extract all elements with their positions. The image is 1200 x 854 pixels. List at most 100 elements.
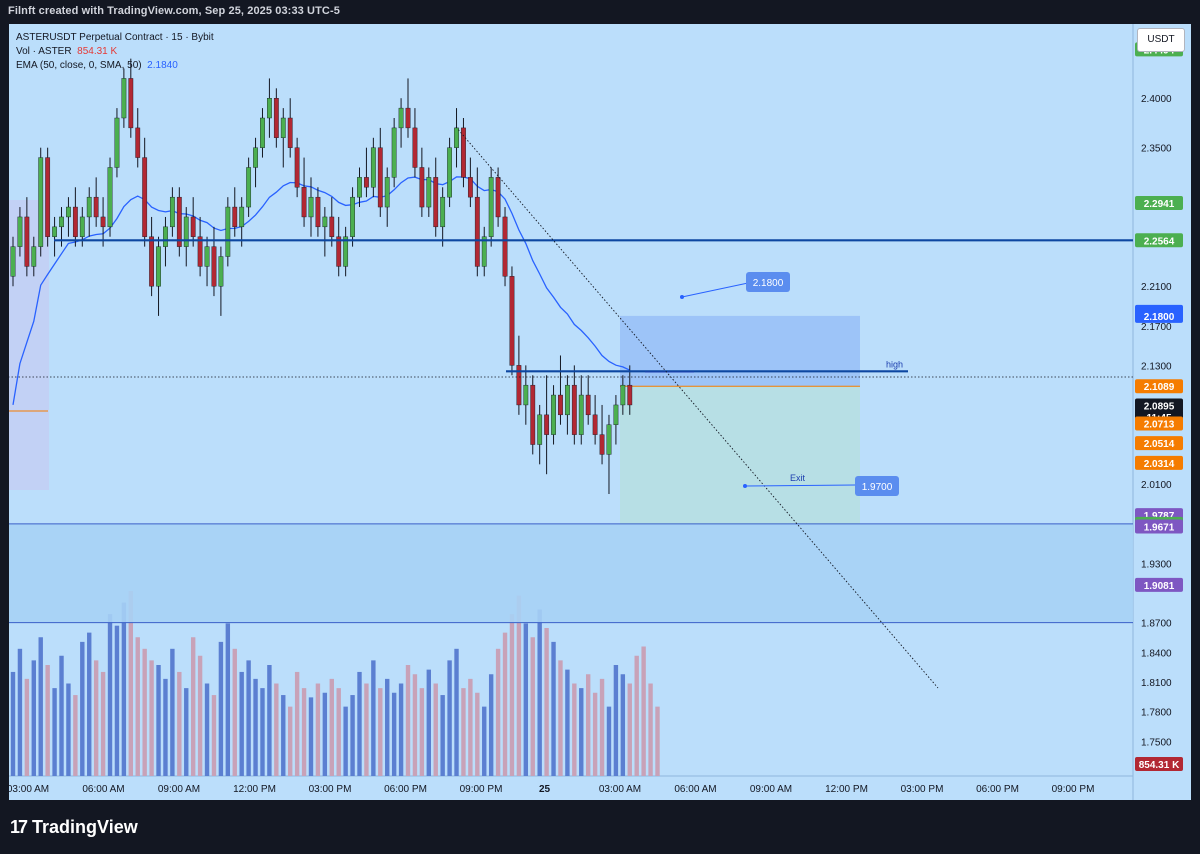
stop-zone [620, 386, 860, 524]
time-tick-label: 06:00 AM [82, 784, 124, 795]
price-badge [1135, 233, 1183, 248]
header-title: Filnft created with TradingView.com, Sep… [8, 5, 340, 17]
time-tick-label: 09:00 PM [1052, 784, 1095, 795]
volume-bar [315, 683, 321, 776]
price-badge-text: 2.0895 [1144, 401, 1175, 412]
volume-bar [648, 683, 653, 776]
legend-symbol: ASTERUSDT Perpetual Contract · 15 · Bybi… [16, 32, 214, 43]
volume-bar [17, 648, 23, 776]
time-tick-label: 06:00 AM [674, 784, 716, 795]
volume-bar [433, 683, 438, 776]
candle-body [426, 177, 432, 208]
price-badge [1135, 398, 1183, 413]
volume-bar [468, 678, 473, 776]
candle-body [100, 216, 106, 228]
volume-bar [558, 660, 563, 776]
volume-bar [419, 688, 425, 776]
candle-body [343, 236, 349, 267]
candle-body [336, 236, 342, 267]
exit-tag: Exit [790, 473, 806, 483]
volume-bar [114, 625, 120, 776]
price-badge [1135, 379, 1183, 394]
price-badge-text: 1.9671 [1144, 523, 1175, 534]
chart-pane[interactable] [9, 24, 1191, 800]
candle-body [384, 177, 390, 208]
volume-bar [225, 623, 231, 776]
candle-body [287, 117, 293, 148]
candle-body [197, 236, 203, 267]
volume-bar [482, 706, 487, 776]
candle-body [246, 167, 252, 208]
time-tick-label: 06:00 PM [976, 784, 1019, 795]
price-tick-label: 2.2100 [1141, 282, 1172, 293]
candle-body [121, 78, 127, 119]
volume-bar [364, 683, 369, 776]
candle-body [530, 384, 536, 445]
volume-bar [87, 632, 92, 776]
candle-body [481, 236, 487, 267]
time-tick-label: 12:00 PM [825, 784, 868, 795]
volume-bar [239, 671, 244, 776]
candle-body [377, 147, 383, 208]
price-badge-text: 2.0314 [1144, 459, 1175, 470]
target-zone [620, 315, 860, 387]
candle-body [488, 177, 494, 237]
volume-bar [530, 637, 535, 776]
candle-body [558, 394, 563, 416]
volume-bar [184, 688, 189, 776]
bottom-bar [0, 800, 1200, 854]
candle-body [551, 394, 556, 435]
price-badge-text: 2.0713 [1144, 419, 1175, 430]
price-badge-text: 1.9081 [1144, 581, 1175, 592]
candle-body [620, 384, 626, 406]
candle-body [370, 147, 376, 188]
target-callout-dot [680, 295, 684, 299]
price-badge-text: 854.31 K [1139, 760, 1180, 771]
chart-legend: ASTERUSDT Perpetual Contract · 15 · Bybi… [16, 31, 214, 73]
volume-bar [620, 674, 626, 776]
volume-bar [45, 665, 50, 776]
candle-body [183, 216, 189, 247]
candle-body [516, 365, 522, 406]
volume-bar [156, 665, 161, 776]
volume-bar [177, 671, 182, 776]
price-badge [1135, 577, 1183, 592]
candle-body [405, 107, 411, 129]
volume-bar [52, 688, 57, 776]
candle-body [128, 78, 134, 129]
volume-bar [405, 665, 411, 776]
candle-body [38, 157, 44, 247]
volume-bar [461, 688, 466, 776]
volume-bar [371, 660, 376, 776]
price-tick-label: 2.1300 [1141, 361, 1172, 372]
currency-button[interactable]: USDT [1137, 28, 1185, 52]
candle-body [267, 98, 272, 119]
price-tick-label: 1.9300 [1141, 559, 1172, 570]
candle-body [169, 196, 175, 228]
candle-body [613, 404, 619, 425]
exit-label-box [855, 476, 899, 496]
candle-body [627, 384, 633, 406]
volume-bar [66, 683, 71, 776]
price-tick-label: 1.7500 [1141, 737, 1172, 748]
volume-bar [592, 692, 598, 776]
volume-bar [170, 648, 175, 776]
volume-bar [447, 660, 452, 776]
price-tick-label: 2.3500 [1141, 144, 1172, 155]
candle-body [329, 216, 335, 237]
candle-body [308, 196, 314, 218]
volume-bar [565, 669, 570, 776]
price-tick-label: 2.1700 [1141, 322, 1172, 333]
volume-bar [579, 688, 584, 776]
candle-body [364, 177, 369, 188]
candle-body [398, 107, 404, 129]
exit-label-text: 1.9700 [862, 482, 893, 493]
target-label-box [746, 272, 790, 292]
candle-body [31, 246, 37, 267]
candle-body [454, 127, 459, 148]
candle-body [218, 256, 224, 287]
price-badge-text: 2.0514 [1144, 439, 1175, 450]
legend-ema-label: EMA (50, close, 0, SMA, 50) [16, 60, 142, 71]
time-tick-label: 03:00 AM [599, 784, 641, 795]
